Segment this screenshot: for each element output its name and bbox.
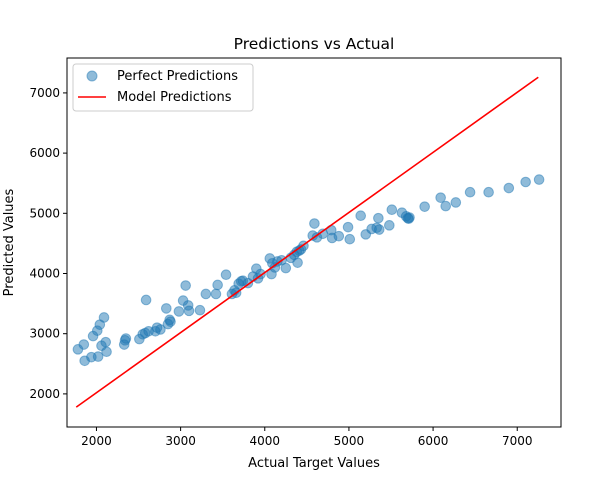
- legend: Perfect Predictions Model Predictions: [72, 63, 254, 112]
- scatter-point: [101, 346, 112, 358]
- x-axis: 2000 3000 4000 5000 6000 7000: [81, 427, 533, 448]
- scatter-point: [210, 288, 222, 300]
- scatter-point: [419, 201, 430, 212]
- scatter-point: [386, 204, 398, 215]
- scatter-point: [155, 324, 166, 335]
- data-marks: [72, 76, 545, 408]
- y-tick-label: 5000: [29, 206, 60, 220]
- scatter-point: [180, 280, 191, 291]
- legend-box: [72, 63, 254, 112]
- scatter-point: [100, 336, 112, 348]
- y-axis-label: Predicted Values: [2, 188, 17, 296]
- x-tick-label: 6000: [418, 434, 449, 448]
- scatter-point: [280, 262, 292, 274]
- model-predictions-line: [75, 76, 539, 408]
- scatter-point: [220, 269, 232, 281]
- legend-label-model-predictions: Model Predictions: [117, 90, 232, 105]
- y-tick-label: 3000: [29, 327, 60, 341]
- scatter-point: [78, 339, 90, 350]
- scatter-point: [161, 303, 172, 314]
- scatter-point: [309, 218, 320, 229]
- scatter-point: [384, 220, 395, 231]
- scatter-point: [464, 186, 476, 198]
- scatter-point: [165, 316, 176, 327]
- scatter-point: [98, 312, 110, 323]
- scatter-point: [373, 212, 384, 224]
- scatter-point: [212, 279, 223, 291]
- y-axis: 2000 3000 4000 5000 6000 7000: [29, 86, 67, 401]
- scatter-point: [355, 210, 367, 222]
- plot-frame: [66, 57, 562, 428]
- scatter-point: [342, 221, 354, 233]
- scatter-point: [140, 294, 152, 306]
- chart-title: Predictions vs Actual: [234, 35, 395, 53]
- scatter-point: [520, 176, 531, 188]
- legend-marker-perfect-predictions: [86, 70, 98, 82]
- scatter-point: [194, 304, 206, 316]
- scatter-point: [344, 233, 356, 245]
- scatter-point: [373, 224, 385, 235]
- x-tick-label: 3000: [165, 434, 196, 448]
- scatter-point: [503, 182, 515, 194]
- x-tick-label: 7000: [502, 434, 533, 448]
- scatter-point: [92, 351, 104, 362]
- y-tick-label: 6000: [29, 146, 60, 160]
- scatter-point: [292, 257, 303, 268]
- scatter-point: [440, 200, 452, 212]
- scatter-point: [533, 174, 545, 185]
- scatter-point: [183, 305, 195, 317]
- x-tick-label: 5000: [334, 434, 365, 448]
- scatter-point: [483, 186, 494, 198]
- scatter-point: [173, 306, 185, 317]
- y-tick-label: 2000: [29, 387, 60, 401]
- legend-label-perfect-predictions: Perfect Predictions: [117, 69, 238, 84]
- x-tick-label: 2000: [81, 434, 112, 448]
- scatter-point: [450, 197, 462, 208]
- x-tick-label: 4000: [249, 434, 280, 448]
- x-axis-label: Actual Target Values: [248, 456, 380, 471]
- scatter-point: [120, 333, 132, 344]
- scatter-point: [435, 192, 446, 203]
- scatter-point: [333, 230, 345, 242]
- scatter-point: [404, 212, 415, 223]
- y-tick-label: 7000: [29, 86, 60, 100]
- y-tick-label: 4000: [29, 267, 60, 281]
- scatter-point: [200, 288, 212, 300]
